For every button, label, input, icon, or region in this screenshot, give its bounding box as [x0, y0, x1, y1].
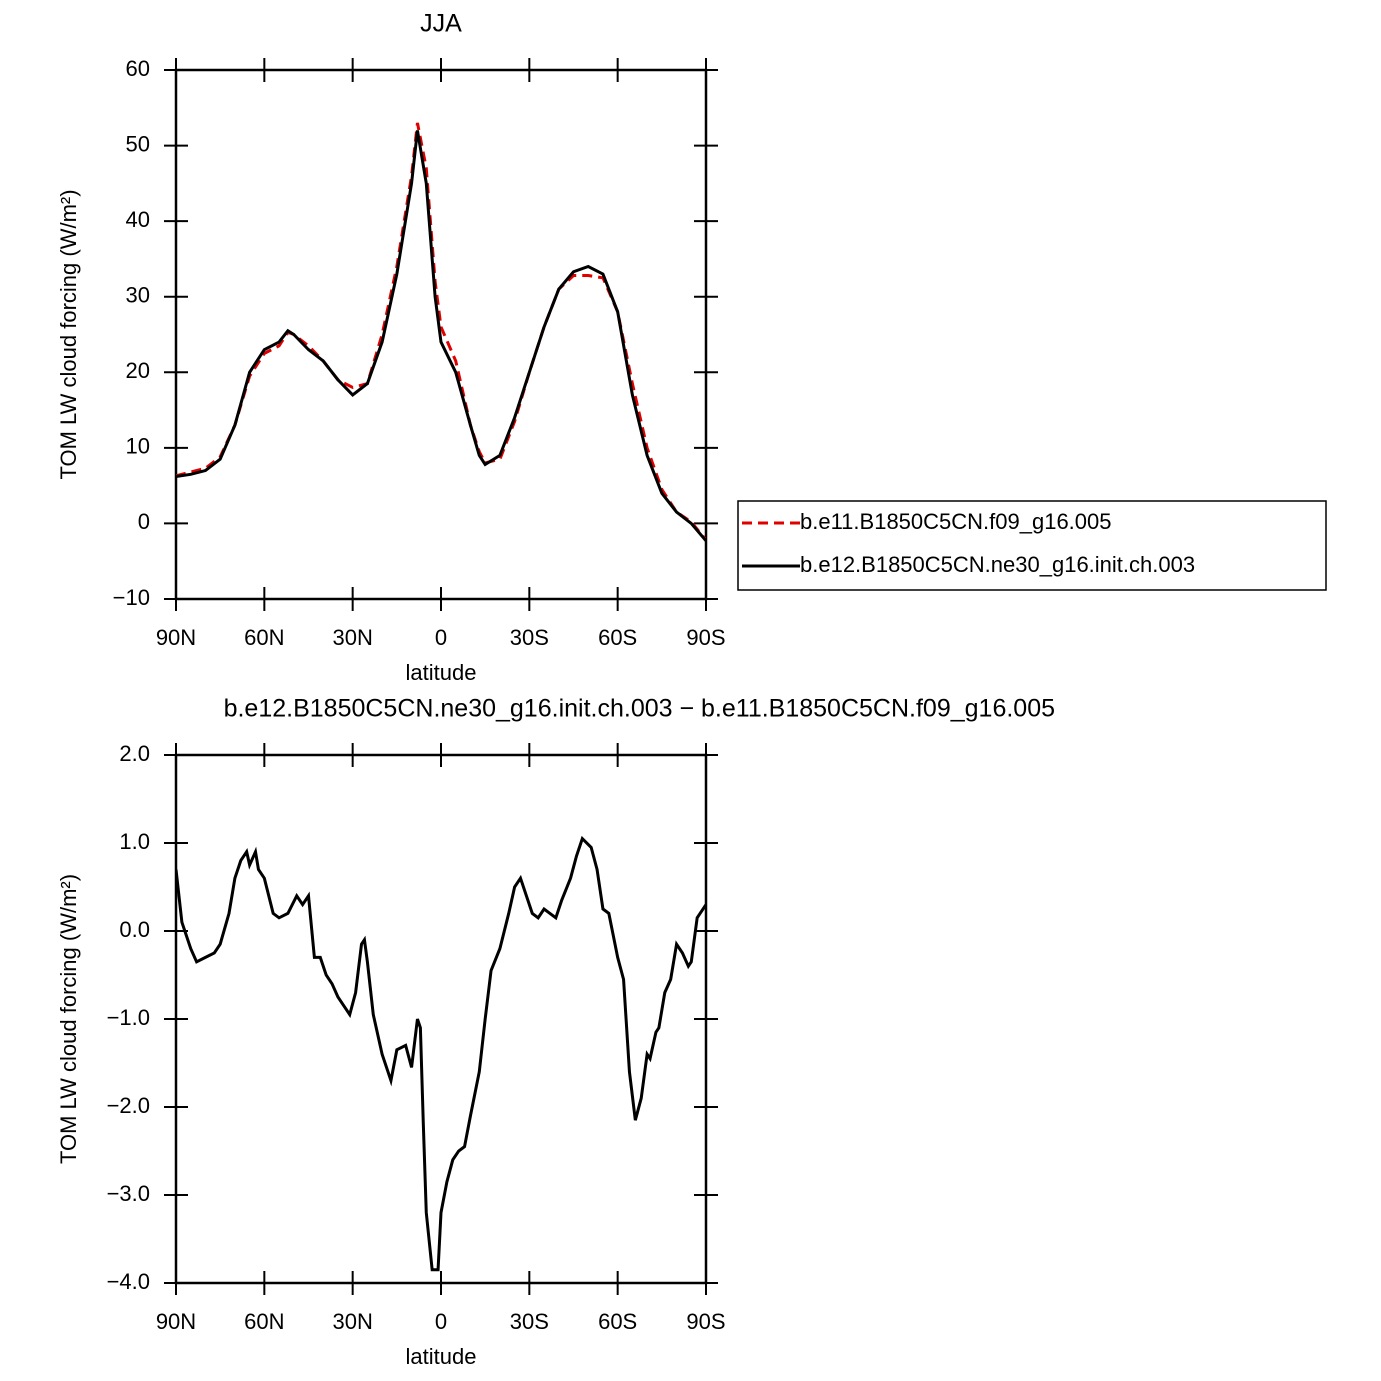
x-tick-label: 60N [244, 1309, 284, 1334]
y-tick-label: −4.0 [107, 1269, 150, 1294]
y-tick-label: 0.0 [119, 917, 150, 942]
x-tick-label: 90S [686, 1309, 725, 1334]
y-tick-label: −2.0 [107, 1093, 150, 1118]
x-axis-label: latitude [406, 1344, 477, 1369]
legend-label: b.e12.B1850C5CN.ne30_g16.init.ch.003 [800, 552, 1195, 577]
plot-area [176, 122, 706, 542]
y-tick-label: 10 [126, 434, 150, 459]
y-tick-label: 40 [126, 207, 150, 232]
y-tick-label: 2.0 [119, 741, 150, 766]
y-axis-label: TOM LW cloud forcing (W/m²) [56, 189, 81, 479]
y-tick-label: 0 [138, 509, 150, 534]
y-axis-label: TOM LW cloud forcing (W/m²) [56, 874, 81, 1164]
y-tick-label: −3.0 [107, 1181, 150, 1206]
x-tick-label: 0 [435, 1309, 447, 1334]
x-tick-label: 60N [244, 625, 284, 650]
x-tick-label: 60S [598, 625, 637, 650]
y-tick-label: 30 [126, 283, 150, 308]
x-tick-label: 30S [510, 1309, 549, 1334]
x-tick-label: 30N [332, 1309, 372, 1334]
y-tick-label: −1.0 [107, 1005, 150, 1030]
x-tick-label: 0 [435, 625, 447, 650]
y-tick-label: 60 [126, 56, 150, 81]
y-tick-label: 50 [126, 131, 150, 156]
data-line [176, 835, 706, 1272]
x-tick-label: 30N [332, 625, 372, 650]
x-tick-label: 90N [156, 1309, 196, 1334]
chart-title: JJA [420, 10, 462, 38]
legend-label: b.e11.B1850C5CN.f09_g16.005 [800, 509, 1112, 534]
plot-area [176, 835, 706, 1272]
legend-box [737, 500, 1327, 591]
y-tick-label: −10 [113, 585, 150, 610]
x-tick-label: 30S [510, 625, 549, 650]
x-tick-label: 60S [598, 1309, 637, 1334]
y-tick-label: 20 [126, 358, 150, 383]
y-tick-label: 1.0 [119, 829, 150, 854]
x-tick-label: 90N [156, 625, 196, 650]
chart-title: b.e12.B1850C5CN.ne30_g16.init.ch.003 − b… [224, 695, 1055, 723]
x-axis-label: latitude [406, 660, 477, 685]
data-line [176, 130, 706, 542]
x-tick-label: 90S [686, 625, 725, 650]
